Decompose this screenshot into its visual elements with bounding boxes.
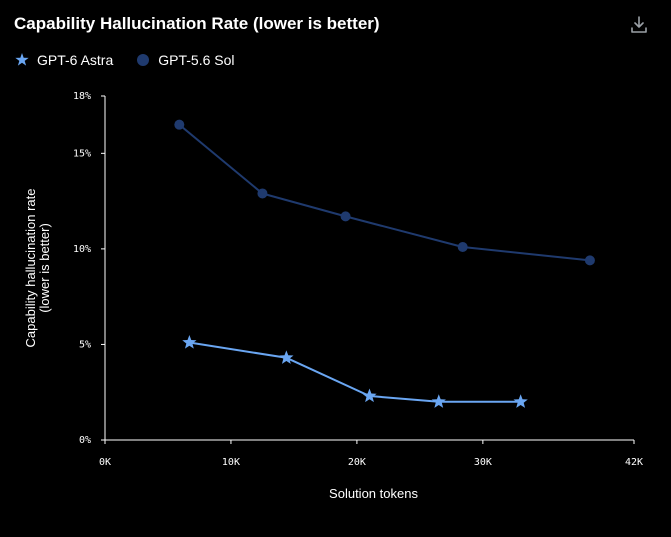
legend-label-astra: GPT-6 Astra	[37, 52, 114, 68]
data-point-sol	[584, 255, 595, 266]
download-icon	[631, 16, 647, 33]
y-tick-label: 15%	[73, 148, 91, 159]
x-tick-label: 30K	[474, 457, 492, 468]
legend-item-sol[interactable]: GPT-5.6 Sol	[135, 52, 235, 68]
download-button[interactable]	[628, 14, 650, 36]
x-tick-label: 0K	[99, 457, 111, 468]
y-tick-label: 18%	[73, 91, 91, 102]
y-tick-label: 0%	[79, 435, 91, 446]
x-tick-label: 10K	[222, 457, 240, 468]
data-point-sol	[340, 211, 351, 222]
legend-item-astra[interactable]: GPT-6 Astra	[14, 52, 113, 68]
y-tick-label: 10%	[73, 244, 91, 255]
x-tick-label: 42K	[625, 457, 643, 468]
y-axis-label-line: Capability hallucination rate	[23, 189, 38, 348]
star-icon	[15, 53, 29, 66]
data-point-astra	[279, 350, 294, 364]
legend-label-sol: GPT-5.6 Sol	[158, 52, 235, 68]
data-point-astra	[182, 335, 197, 349]
data-point-sol	[257, 188, 268, 199]
data-point-sol	[174, 119, 185, 130]
x-tick-label: 20K	[348, 457, 366, 468]
data-point-astra	[513, 394, 528, 408]
data-point-astra	[431, 394, 446, 408]
y-axis-label: Capability hallucination rate(lower is b…	[23, 189, 52, 348]
circle-icon	[137, 54, 150, 66]
data-point-astra	[362, 388, 377, 403]
y-tick-label: 5%	[79, 339, 91, 350]
chart-title: Capability Hallucination Rate (lower is …	[14, 14, 380, 33]
data-point-sol	[457, 241, 468, 252]
legend: GPT-6 Astra GPT-5.6 Sol	[14, 52, 257, 68]
y-axis-label-line: (lower is better)	[37, 223, 52, 313]
x-axis-label: Solution tokens	[329, 486, 418, 501]
series-line-astra	[189, 341, 521, 403]
series-line-sol	[178, 123, 591, 262]
